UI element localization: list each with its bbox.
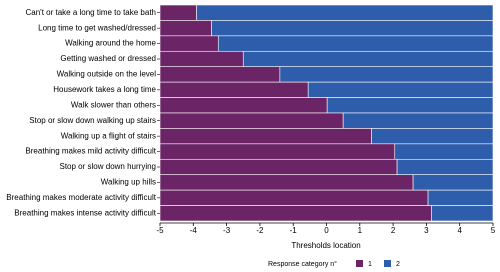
- bar-category-1: [159, 143, 396, 160]
- bar-category-2: [211, 20, 494, 37]
- category-label: Stop or slow down walking up stairs: [29, 116, 156, 125]
- bar-category-1: [159, 112, 344, 129]
- category-label: Can't or take a long time to take bath: [26, 8, 157, 17]
- category-label: Stop or slow down hurrying: [60, 162, 157, 171]
- category-label: Breathing makes intense activity difficu…: [14, 208, 156, 217]
- bar-category-1: [159, 20, 212, 37]
- bar-category-1: [159, 158, 398, 176]
- bar-category-2: [196, 4, 494, 21]
- category-label: Walking outside on the level: [57, 70, 157, 79]
- bar-category-1: [159, 205, 432, 222]
- bar-category-1: [159, 66, 281, 83]
- x-axis-label: Thresholds location: [291, 241, 360, 250]
- category-label: Long time to get washed/dressed: [38, 23, 156, 32]
- bar-category-2: [427, 189, 494, 206]
- category-label: Walking around the home: [65, 39, 156, 48]
- category-label: Walking up a flight of stairs: [61, 131, 156, 140]
- x-tick-label: -2: [256, 226, 264, 235]
- category-label: Breathing makes mild activity difficult: [25, 147, 156, 156]
- legend-label: 1: [368, 261, 372, 268]
- x-tick-label: 5: [491, 226, 496, 235]
- bar-category-1: [159, 50, 244, 68]
- category-label: Walking up hills: [101, 178, 156, 187]
- x-tick-label: -3: [223, 226, 231, 235]
- bar-category-2: [217, 35, 494, 52]
- x-tick-label: 3: [424, 226, 429, 235]
- legend-title: Response category n°: [268, 260, 337, 268]
- x-tick-label: 2: [391, 226, 396, 235]
- x-tick-label: -1: [290, 226, 298, 235]
- bar-category-2: [371, 128, 494, 145]
- category-label: Breathing makes moderate activity diffic…: [6, 193, 156, 202]
- bar-category-2: [394, 143, 494, 160]
- bar-category-2: [412, 174, 494, 191]
- bar-category-2: [307, 81, 494, 98]
- bar-category-2: [342, 112, 494, 129]
- bar-category-1: [159, 189, 429, 206]
- bar-category-2: [279, 66, 494, 83]
- bar-category-2: [396, 158, 494, 176]
- legend-label: 2: [396, 261, 400, 268]
- category-label: Getting washed or dressed: [60, 54, 156, 63]
- x-tick-label: 0: [324, 226, 329, 235]
- bar-category-1: [159, 4, 197, 21]
- bar-category-2: [326, 97, 494, 114]
- bar-category-1: [159, 128, 372, 145]
- legend-swatch: [356, 260, 363, 267]
- bar-category-1: [159, 35, 219, 52]
- legend-swatch: [384, 260, 391, 267]
- x-tick-label: 4: [457, 226, 462, 235]
- category-label: Housework takes a long time: [53, 85, 156, 94]
- bar-category-1: [159, 81, 309, 98]
- bar-category-2: [242, 50, 494, 68]
- x-tick-label: -4: [190, 226, 198, 235]
- x-tick-label: 1: [358, 226, 363, 235]
- bar-category-1: [159, 97, 328, 114]
- bar-category-2: [431, 205, 494, 222]
- x-tick-label: -5: [156, 226, 164, 235]
- bar-category-1: [159, 174, 414, 191]
- category-label: Walk slower than others: [71, 100, 156, 109]
